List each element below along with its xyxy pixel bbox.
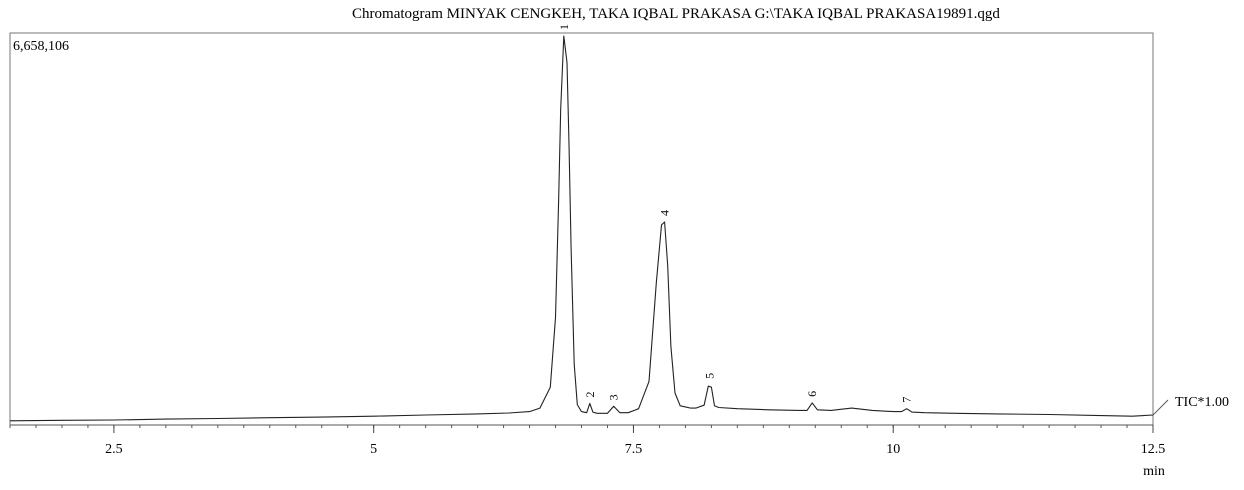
y-max-label: 6,658,106 (13, 39, 69, 54)
trace-label-connector (1152, 399, 1169, 416)
peak-label: 7 (900, 397, 914, 403)
peak-label: 5 (702, 373, 716, 379)
plot-frame (9, 32, 1154, 426)
peak-label: 1 (557, 24, 571, 30)
x-tick-label: 5 (370, 442, 377, 457)
peak-labels: 1 2 3 4 5 6 7 (557, 24, 914, 403)
tic-trace-line (9, 35, 1154, 422)
x-axis: 2.5 5 7.5 10 12.5 (9, 424, 1166, 457)
x-tick-label: 2.5 (105, 442, 123, 457)
peak-label: 6 (805, 391, 819, 397)
tic-trace (9, 35, 1169, 422)
x-tick-label: 7.5 (625, 442, 643, 457)
chart-title: Chromatogram MINYAK CENGKEH, TAKA IQBAL … (352, 6, 1000, 22)
x-tick-label: 10 (886, 442, 900, 457)
x-axis-unit-label: min (1143, 464, 1165, 479)
trace-label: TIC*1.00 (1175, 395, 1229, 410)
peak-label: 4 (658, 210, 672, 216)
peak-label: 2 (583, 391, 597, 397)
peak-label: 3 (607, 394, 621, 400)
x-tick-label: 12.5 (1141, 442, 1166, 457)
